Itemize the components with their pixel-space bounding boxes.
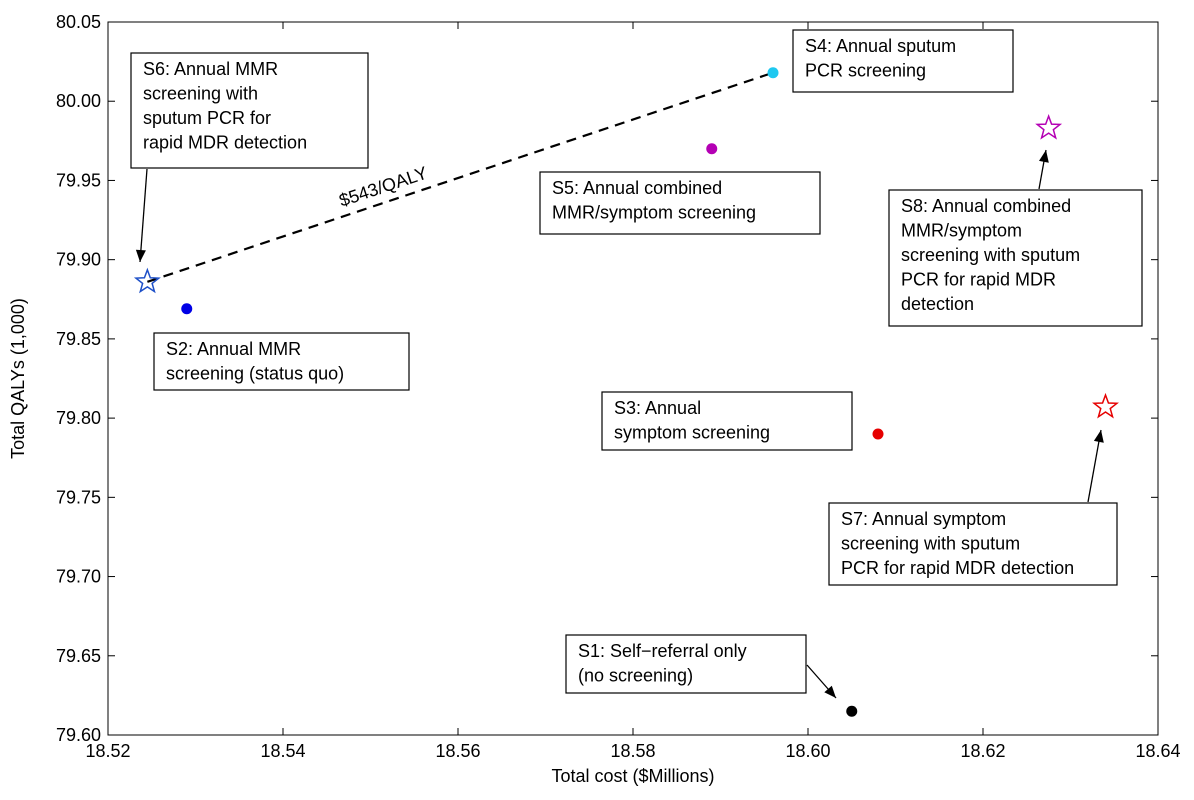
y-tick-label: 79.60 [56,725,101,745]
annotation-text: S7: Annual symptom [841,509,1006,529]
annotation-text: S2: Annual MMR [166,339,301,359]
annotation-text: PCR for rapid MDR detection [841,558,1074,578]
annotation-text: S6: Annual MMR [143,59,278,79]
annotation-text: MMR/symptom screening [552,203,756,223]
annotation-arrowhead [824,685,836,698]
x-axis-label: Total cost ($Millions) [551,766,714,786]
annotation-arrowhead [1039,150,1049,163]
x-tick-label: 18.52 [85,741,130,761]
annotation-text: MMR/symptom [901,221,1022,241]
x-tick-label: 18.60 [785,741,830,761]
x-tick-label: 18.58 [610,741,655,761]
annotation-arrow-line [1087,429,1102,503]
point-s1 [846,705,858,717]
y-tick-label: 79.90 [56,250,101,270]
annotation-box [539,171,821,235]
annotation-s1: S1: Self−referral only (no screening) [565,634,837,699]
annotation-text: S1: Self−referral only [578,641,747,661]
annotation-s3: S3: Annual symptom screening [601,391,853,451]
annotation-layer: S1: Self−referral only (no screening) S2: … [130,29,1143,699]
y-tick-label: 80.00 [56,91,101,111]
annotation-text: S8: Annual combined [901,196,1071,216]
annotation-text: screening (status quo) [166,364,344,384]
annotation-s4: S4: Annual sputum PCR screening [792,29,1014,93]
point-s3 [872,428,884,440]
annotation-text: (no screening) [578,666,693,686]
y-tick-label: 79.65 [56,646,101,666]
point-s2 [181,303,193,315]
x-axis-ticks: 18.52 18.54 18.56 18.58 18.60 18.62 18.64 [85,22,1181,761]
annotation-text: screening with [143,84,258,104]
x-tick-label: 18.54 [260,741,305,761]
annotation-box [601,391,853,451]
annotation-arrow-line [139,168,148,263]
point-s5 [706,143,718,155]
point-s4 [767,67,779,79]
x-tick-label: 18.62 [960,741,1005,761]
y-tick-label: 79.95 [56,170,101,190]
annotation-s2: S2: Annual MMR screening (status quo) [153,332,410,391]
annotation-s5: S5: Annual combined MMR/symptom screening [539,171,821,235]
axes-layer: 18.52 18.54 18.56 18.58 18.60 18.62 18.64 79.6… [8,12,1181,786]
annotation-text: detection [901,294,974,314]
y-axis-ticks: 79.60 79.65 79.70 79.75 79.80 79.85 79.90 79.95… [56,12,1158,745]
points-layer [133,67,1119,717]
x-tick-label: 18.64 [1135,741,1180,761]
y-tick-label: 79.80 [56,408,101,428]
annotation-box [888,189,1143,327]
annotation-s8: S8: Annual combined MMR/symptom screening … [888,149,1143,327]
annotation-text: S3: Annual [614,398,701,418]
annotation-box [153,332,410,391]
point-s8-star [1035,113,1063,140]
point-s6-star [133,267,161,294]
annotation-box [792,29,1014,93]
annotation-text: screening with sputum [901,245,1080,265]
annotation-box [130,52,369,169]
y-tick-label: 79.70 [56,567,101,587]
y-tick-label: 80.05 [56,12,101,32]
annotation-s7: S7: Annual symptom screening with sputum P… [828,429,1118,586]
annotation-text: PCR screening [805,61,926,81]
annotation-text: rapid MDR detection [143,133,307,153]
x-tick-label: 18.56 [435,741,480,761]
annotation-text: screening with sputum [841,534,1020,554]
y-axis-label: Total QALYs (1,000) [8,298,28,459]
annotation-arrowhead [1093,430,1104,443]
y-tick-label: 79.75 [56,487,101,507]
annotation-text: symptom screening [614,423,770,443]
point-s7-star [1092,392,1119,419]
annotation-arrowhead [135,249,146,262]
y-tick-label: 79.85 [56,329,101,349]
annotation-s6: S6: Annual MMR screening with sputum PCR f… [130,52,369,263]
frontier-line [147,71,774,283]
annotation-box [828,502,1118,586]
frontier-label: $543/QALY [337,163,430,211]
annotation-text: sputum PCR for [143,108,271,128]
annotation-box [565,634,807,694]
annotation-text: S5: Annual combined [552,178,722,198]
annotation-text: PCR for rapid MDR [901,270,1056,290]
annotation-text: S4: Annual sputum [805,36,956,56]
